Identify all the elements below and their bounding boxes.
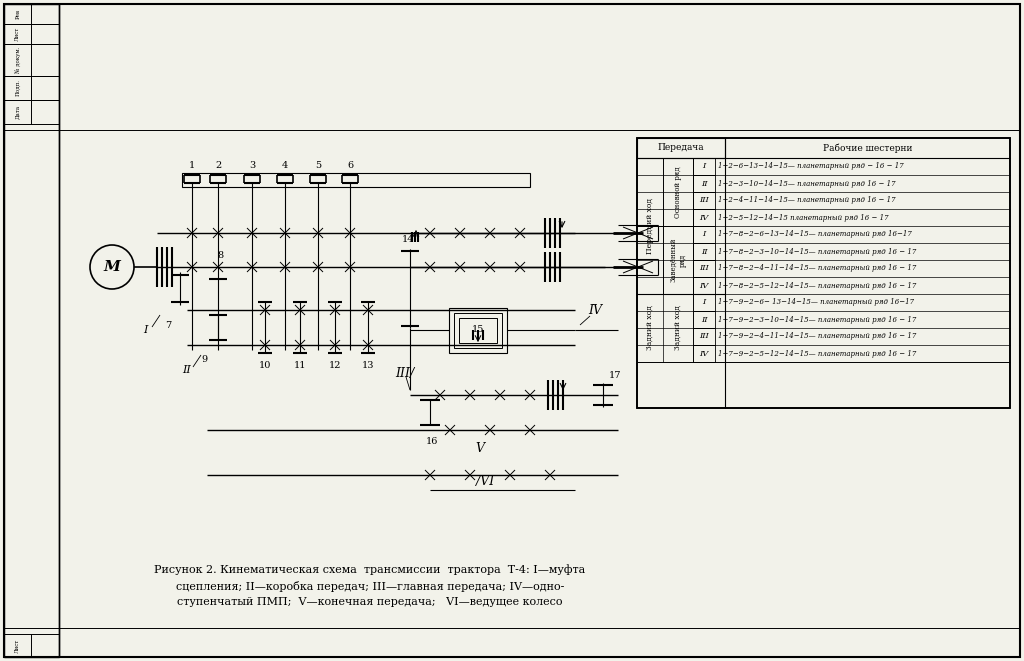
Bar [693,226,715,243]
Bar [449,308,507,353]
Text: III: III [699,264,709,272]
Text: 8: 8 [217,251,223,260]
Bar [4,44,59,76]
Text: 16: 16 [426,438,438,446]
Bar [4,4,59,657]
Bar [637,138,725,158]
Bar [693,311,715,328]
Text: Лист: Лист [15,639,20,652]
Text: Рисунок 2. Кинематическая схема  трансмиссии  трактора  Т-4: I—муфта: Рисунок 2. Кинематическая схема трансмис… [155,564,586,575]
Text: Дата: Дата [15,105,20,119]
Bar [454,313,502,348]
Bar [693,328,715,345]
Text: IV: IV [699,282,709,290]
Text: 7: 7 [165,321,171,329]
Text: 1−7−8−2−4−11−14−15— планетарный ряд 16 − 17: 1−7−8−2−4−11−14−15— планетарный ряд 16 −… [718,264,916,272]
Bar [182,173,530,187]
Text: сцепления; II—коробка передач; III—главная передача; IV—одно-: сцепления; II—коробка передач; III—главн… [176,580,564,592]
Text: I: I [702,231,706,239]
Bar [693,175,715,192]
Bar [693,192,715,209]
Text: Подп.: Подп. [15,79,20,97]
Text: Передача: Передача [657,143,705,153]
Text: I: I [702,163,706,171]
Bar [693,277,715,294]
Text: II: II [700,315,708,323]
Text: 1−2−6−13−14−15— планетарный ряд − 16 − 17: 1−2−6−13−14−15— планетарный ряд − 16 − 1… [718,163,904,171]
Text: IV: IV [699,350,709,358]
Text: Основной ряд: Основной ряд [674,167,682,217]
Bar [4,4,59,24]
Text: 13: 13 [361,360,374,369]
Bar [693,260,715,277]
Text: 1−2−3−10−14−15— планетарный ряд 16 − 17: 1−2−3−10−14−15— планетарный ряд 16 − 17 [718,180,896,188]
Text: ступенчатый ПМП;  V—конечная передача;   VI—ведущее колесо: ступенчатый ПМП; V—конечная передача; VI… [177,597,563,607]
Bar [693,243,715,260]
Text: IV: IV [699,214,709,221]
Text: I: I [142,325,147,335]
Text: Задний ход: Задний ход [646,305,654,350]
Text: M: M [103,260,121,274]
Text: Заведённый
ряд: Заведённый ряд [670,238,687,282]
Text: I: I [702,299,706,307]
Bar [4,100,59,124]
Text: II: II [182,365,191,375]
Text: II: II [700,247,708,256]
Text: 9: 9 [201,356,207,364]
Text: Рев: Рев [15,9,20,19]
Text: /VI: /VI [476,475,495,488]
Text: 14: 14 [401,235,415,245]
Text: 1−7−9−2−6− 13−14−15— планетарный ряд 16−17: 1−7−9−2−6− 13−14−15— планетарный ряд 16−… [718,299,914,307]
Text: 2: 2 [215,161,221,171]
Bar [4,634,59,657]
Text: 1−7−9−2−4−11−14−15— планетарный ряд 16 − 17: 1−7−9−2−4−11−14−15— планетарный ряд 16 −… [718,332,916,340]
Bar [693,209,715,226]
Text: 12: 12 [329,360,341,369]
Text: 6: 6 [347,161,353,171]
Text: Передний ход: Передний ход [646,198,654,254]
Text: 1−2−5−12−14−15 планетарный ряд 16 − 17: 1−2−5−12−14−15 планетарный ряд 16 − 17 [718,214,889,221]
Text: II: II [700,180,708,188]
Text: IV: IV [588,303,602,317]
Text: V: V [475,442,484,455]
Text: III/: III/ [395,366,415,379]
Text: 1: 1 [188,161,196,171]
Bar [4,24,59,44]
Text: 10: 10 [259,360,271,369]
Text: № докум.: № докум. [15,47,20,73]
Text: 15: 15 [472,325,484,334]
Text: 17: 17 [608,371,622,379]
Text: 5: 5 [315,161,322,171]
Text: III: III [699,196,709,204]
Text: Рабочие шестерни: Рабочие шестерни [822,143,912,153]
Text: III: III [699,332,709,340]
Text: 3: 3 [249,161,255,171]
Text: 4: 4 [282,161,288,171]
Bar [459,318,497,343]
Bar [693,294,715,311]
Bar [4,76,59,100]
Text: 1−7−8−2−6−13−14−15— планетарный ряд 16−17: 1−7−8−2−6−13−14−15— планетарный ряд 16−1… [718,231,912,239]
Text: 1−7−9−2−3−10−14−15— планетарный ряд 16 − 17: 1−7−9−2−3−10−14−15— планетарный ряд 16 −… [718,315,916,323]
Text: 1−7−8−2−3−10−14−15— планетарный ряд 16 − 17: 1−7−8−2−3−10−14−15— планетарный ряд 16 −… [718,247,916,256]
Circle shape [90,245,134,289]
Text: 11: 11 [294,360,306,369]
Text: Задний ход: Задний ход [674,305,682,350]
Bar [637,138,1010,408]
Text: Лист: Лист [15,27,20,41]
Text: 1−2−4−11−14−15— планетарный ряд 16 − 17: 1−2−4−11−14−15— планетарный ряд 16 − 17 [718,196,896,204]
Bar [693,158,715,175]
Text: 1−7−9−2−5−12−14−15— планетарный ряд 16 − 17: 1−7−9−2−5−12−14−15— планетарный ряд 16 −… [718,350,916,358]
Text: 1−7−8−2−5−12−14−15— планетарный ряд 16 − 17: 1−7−8−2−5−12−14−15— планетарный ряд 16 −… [718,282,916,290]
Bar [637,138,1010,408]
Bar [693,345,715,362]
